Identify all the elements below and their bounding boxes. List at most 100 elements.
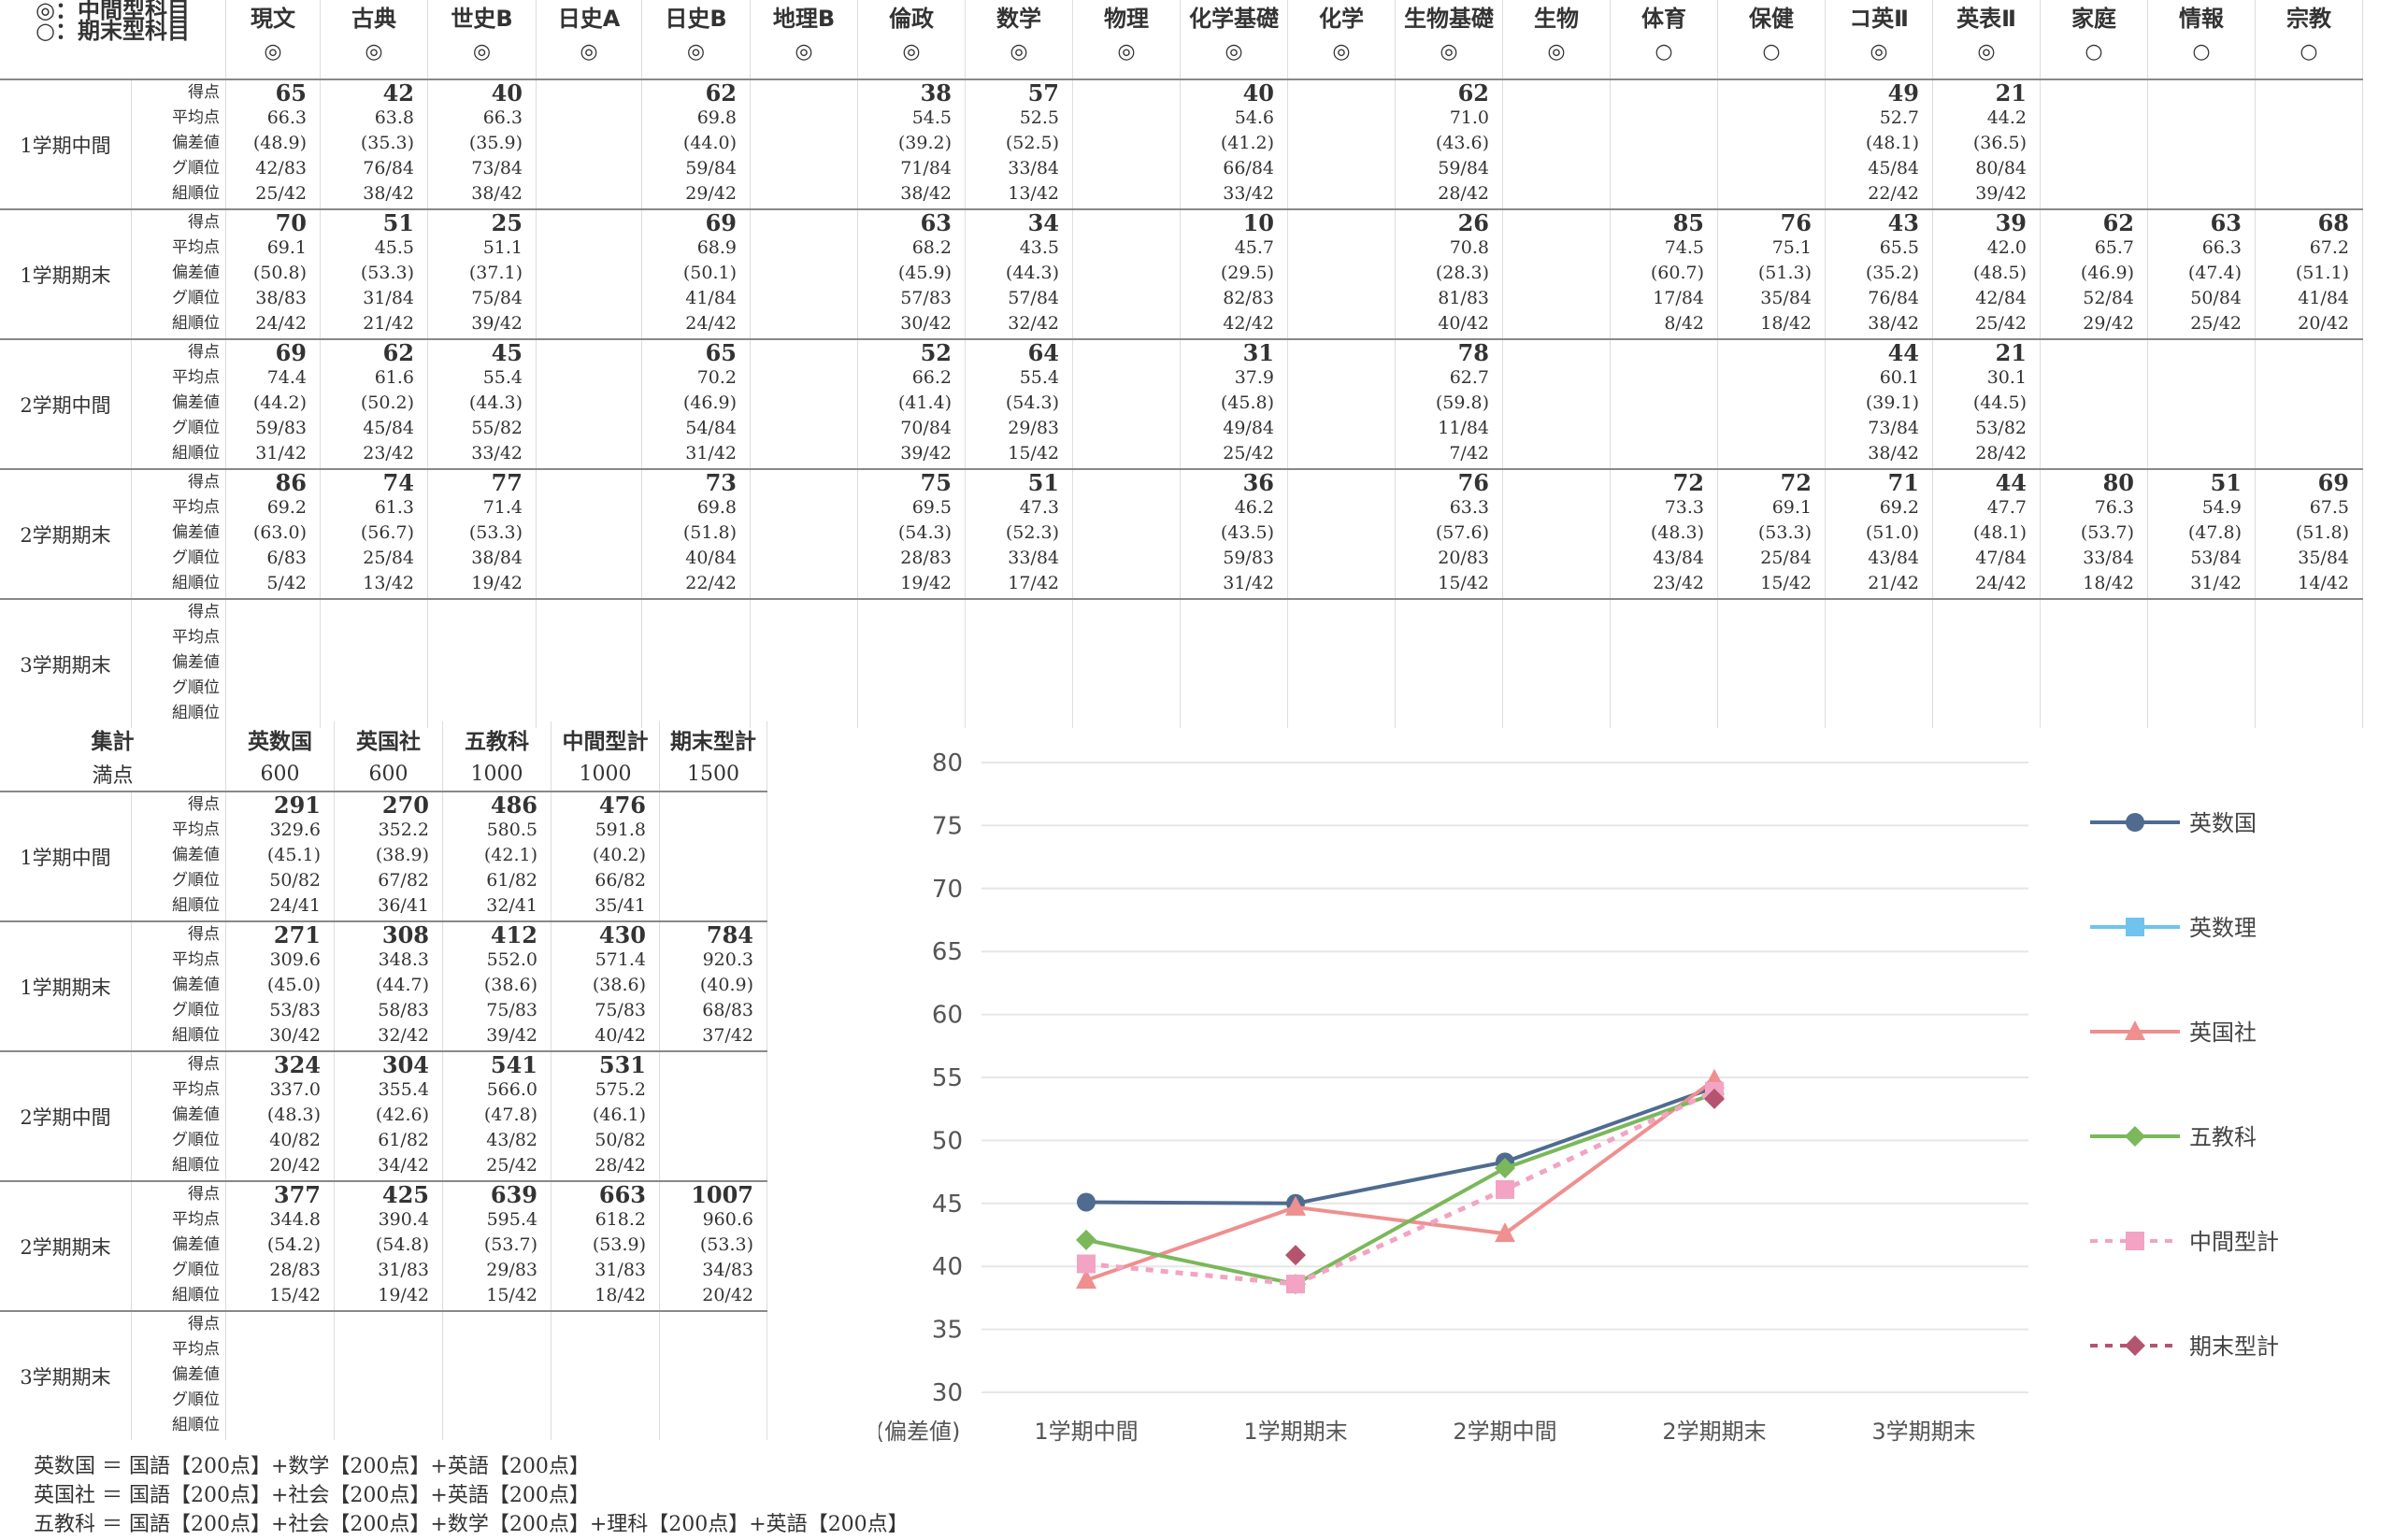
term-label: 1学期期末 bbox=[0, 920, 132, 1051]
score-value: 31 bbox=[1242, 339, 1274, 366]
stat-value: 38/42 bbox=[363, 183, 414, 204]
stat-value: 50/84 bbox=[2190, 288, 2242, 308]
stat-value: 30/42 bbox=[269, 1025, 321, 1046]
note-line: 五教科 ＝ 国語【200点】+社会【200点】+数学【200点】+理科【200点… bbox=[34, 1513, 909, 1536]
stat-value: (48.1) bbox=[1865, 133, 1919, 153]
stat-value: (51.3) bbox=[1757, 263, 1812, 283]
stat-value: 69.1 bbox=[1771, 497, 1812, 518]
score-value: 68 bbox=[2317, 209, 2349, 236]
subject-name: 物理 bbox=[1104, 6, 1149, 32]
stat-value: (43.6) bbox=[1435, 133, 1489, 153]
legend-label: 英数国 bbox=[2189, 810, 2257, 836]
stat-value: 39/42 bbox=[900, 443, 952, 463]
stat-value: 580.5 bbox=[486, 820, 537, 840]
score-cell: 45 55.4 (44.3) 55/82 33/42 bbox=[427, 338, 537, 469]
stat-value: 59/84 bbox=[685, 158, 737, 178]
score-value: 76 bbox=[1457, 469, 1489, 496]
stat-value: 45.7 bbox=[1234, 237, 1274, 258]
summary-term-row: 1学期中間 得点 平均点 偏差値 グ順位 組順位 291 329.6 (45.1) 50/82 24… bbox=[0, 791, 767, 921]
stat-value: 49/84 bbox=[1223, 418, 1274, 438]
stat-value: 51.1 bbox=[482, 237, 523, 258]
legend-label: 英数理 bbox=[2189, 915, 2257, 941]
summary-cell: 531 575.2 (46.1) 50/82 28/42 bbox=[551, 1050, 660, 1181]
score-cell bbox=[1072, 598, 1181, 728]
score-cell: 44 60.1 (39.1) 73/84 38/42 bbox=[1825, 338, 1933, 469]
stat-value: 5/42 bbox=[266, 573, 307, 593]
series-point bbox=[1076, 1229, 1096, 1250]
term-row: 2学期期末 得点 平均点 偏差値 グ順位 組順位 86 69.2 (63.0) 6/83 5/42 7… bbox=[0, 468, 2363, 599]
subject-header: 宗教 ○ bbox=[2255, 0, 2363, 80]
stat-value: 37.9 bbox=[1234, 367, 1274, 388]
stat-value: 11/84 bbox=[1438, 418, 1489, 438]
stat-value: 28/83 bbox=[269, 1260, 321, 1280]
stat-value: 32/42 bbox=[378, 1025, 429, 1046]
stat-value: 54.9 bbox=[2201, 497, 2242, 518]
legend-label: 期末型計 bbox=[2189, 1333, 2279, 1360]
summary-cell bbox=[334, 1310, 443, 1440]
stat-value: 25/84 bbox=[1760, 548, 1812, 568]
term-label: 1学期中間 bbox=[0, 78, 132, 209]
stat-value: 46.2 bbox=[1234, 497, 1274, 518]
stat-value: (47.8) bbox=[483, 1105, 537, 1125]
stat-value: 69.8 bbox=[696, 107, 737, 128]
score-value: 412 bbox=[490, 921, 537, 948]
score-value: 36 bbox=[1242, 469, 1274, 496]
stat-value: (53.3) bbox=[699, 1234, 753, 1255]
score-cell: 62 65.7 (46.9) 52/84 29/42 bbox=[2040, 208, 2148, 339]
subject-name: 倫政 bbox=[889, 6, 934, 32]
stat-value: 47.3 bbox=[1019, 497, 1059, 518]
row-label: 組順位 bbox=[172, 1026, 220, 1045]
legend-marker bbox=[2125, 1126, 2145, 1147]
stat-value: 45.5 bbox=[374, 237, 414, 258]
stat-value: 70.2 bbox=[696, 367, 737, 388]
score-cell bbox=[2255, 338, 2363, 469]
stat-value: 38/42 bbox=[1868, 313, 1919, 334]
stat-value: 920.3 bbox=[702, 949, 753, 970]
row-labels: 得点 平均点 偏差値 グ順位 組順位 bbox=[131, 920, 226, 1051]
stat-value: 29/83 bbox=[486, 1260, 537, 1280]
score-cell bbox=[965, 598, 1073, 728]
score-value: 86 bbox=[275, 469, 307, 496]
y-tick-label: 60 bbox=[932, 1002, 963, 1030]
score-value: 69 bbox=[2317, 469, 2349, 496]
stat-value: 62.7 bbox=[1449, 367, 1489, 388]
stat-value: (53.3) bbox=[1757, 522, 1812, 543]
stat-value: (44.2) bbox=[252, 392, 307, 413]
stat-value: 42/42 bbox=[1223, 313, 1274, 334]
stat-value: 24/42 bbox=[1975, 573, 2027, 593]
stat-value: 14/42 bbox=[2298, 573, 2349, 593]
score-value: 71 bbox=[1887, 469, 1919, 496]
stat-value: (48.3) bbox=[1650, 522, 1704, 543]
subject-name: 世史B bbox=[451, 6, 513, 32]
stat-value: 42/83 bbox=[255, 158, 307, 178]
summary-column-name: 中間型計 bbox=[551, 721, 660, 757]
stat-value: 39/42 bbox=[486, 1025, 537, 1046]
score-value: 44 bbox=[1887, 339, 1919, 366]
score-cell: 31 37.9 (45.8) 49/84 25/42 bbox=[1180, 338, 1288, 469]
score-cell: 63 66.3 (47.4) 50/84 25/42 bbox=[2147, 208, 2256, 339]
score-cell: 72 73.3 (48.3) 43/84 23/42 bbox=[1610, 468, 1718, 599]
row-label: 偏差値 bbox=[172, 264, 220, 282]
subject-type-mark: ◎ bbox=[902, 40, 921, 64]
score-cell bbox=[750, 598, 858, 728]
subject-name: 日史A bbox=[557, 6, 621, 32]
stat-value: 40/82 bbox=[269, 1130, 321, 1150]
summary-cell: 412 552.0 (38.6) 75/83 39/42 bbox=[442, 920, 552, 1051]
stat-value: 25/42 bbox=[486, 1155, 537, 1176]
stat-value: 13/42 bbox=[1008, 183, 1059, 204]
stat-value: 31/42 bbox=[255, 443, 307, 463]
y-tick-label: 35 bbox=[932, 1317, 963, 1345]
max-score-label: 満点 bbox=[0, 757, 226, 792]
stat-value: (48.9) bbox=[252, 133, 307, 153]
summary-term-row: 1学期期末 得点 平均点 偏差値 グ順位 組順位 271 309.6 (45.0) 53/83 30… bbox=[0, 920, 767, 1051]
stat-value: 80/84 bbox=[1975, 158, 2027, 178]
subject-name: 化学 bbox=[1319, 6, 1364, 32]
row-label: 偏差値 bbox=[172, 1365, 220, 1384]
summary-cell bbox=[659, 1050, 767, 1181]
score-value: 486 bbox=[490, 791, 537, 819]
summary-cell: 270 352.2 (38.9) 67/82 36/41 bbox=[334, 791, 443, 921]
stat-value: (53.9) bbox=[592, 1234, 646, 1255]
stat-value: 33/42 bbox=[471, 443, 523, 463]
score-value: 63 bbox=[920, 209, 952, 236]
mark-legend-line: ◎：中間型科目 bbox=[36, 0, 190, 23]
